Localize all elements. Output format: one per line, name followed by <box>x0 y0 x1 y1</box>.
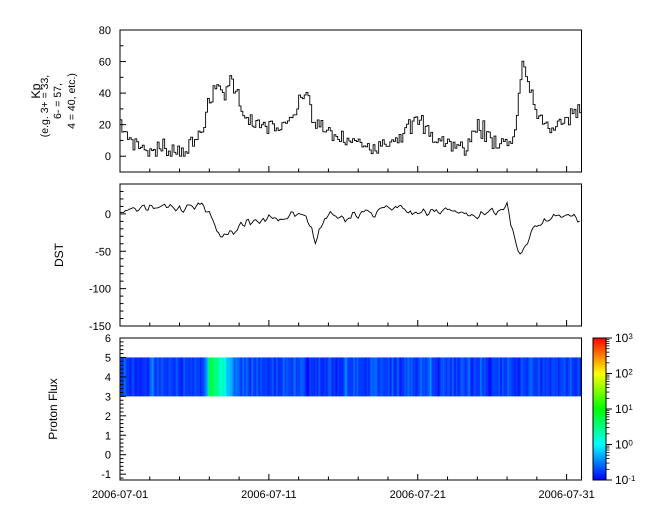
svg-text:0: 0 <box>105 151 111 163</box>
svg-text:0: 0 <box>105 450 111 462</box>
svg-text:DST: DST <box>52 242 66 267</box>
svg-text:2006-07-21: 2006-07-21 <box>390 489 446 501</box>
svg-text:20: 20 <box>99 120 111 132</box>
svg-text:2006-07-01: 2006-07-01 <box>92 489 148 501</box>
svg-text:0: 0 <box>105 209 111 221</box>
svg-text:101: 101 <box>615 402 633 416</box>
svg-text:40: 40 <box>99 88 111 100</box>
svg-text:100: 100 <box>615 438 633 452</box>
svg-text:2006-07-31: 2006-07-31 <box>538 489 594 501</box>
svg-text:-1: -1 <box>101 469 111 481</box>
svg-text:10-1: 10-1 <box>615 473 636 487</box>
svg-text:2006-07-11: 2006-07-11 <box>241 489 296 501</box>
svg-text:2: 2 <box>105 411 111 423</box>
svg-text:-150: -150 <box>89 321 111 333</box>
svg-text:1: 1 <box>105 430 111 442</box>
svg-text:5: 5 <box>105 352 111 364</box>
svg-text:102: 102 <box>615 367 633 381</box>
svg-text:-50: -50 <box>95 246 111 258</box>
svg-text:6: 6 <box>105 333 111 345</box>
svg-text:60: 60 <box>99 57 111 69</box>
svg-text:4 = 40, etc.): 4 = 40, etc.) <box>66 73 78 129</box>
svg-text:4: 4 <box>105 372 111 384</box>
svg-text:(e.g. 3+ = 33,: (e.g. 3+ = 33, <box>39 75 51 137</box>
svg-text:80: 80 <box>99 25 111 37</box>
svg-text:Proton Flux: Proton Flux <box>46 378 60 439</box>
svg-text:103: 103 <box>615 331 633 345</box>
svg-text:-100: -100 <box>89 284 111 296</box>
svg-text:6- = 57,: 6- = 57, <box>52 83 64 119</box>
svg-text:3: 3 <box>105 391 111 403</box>
